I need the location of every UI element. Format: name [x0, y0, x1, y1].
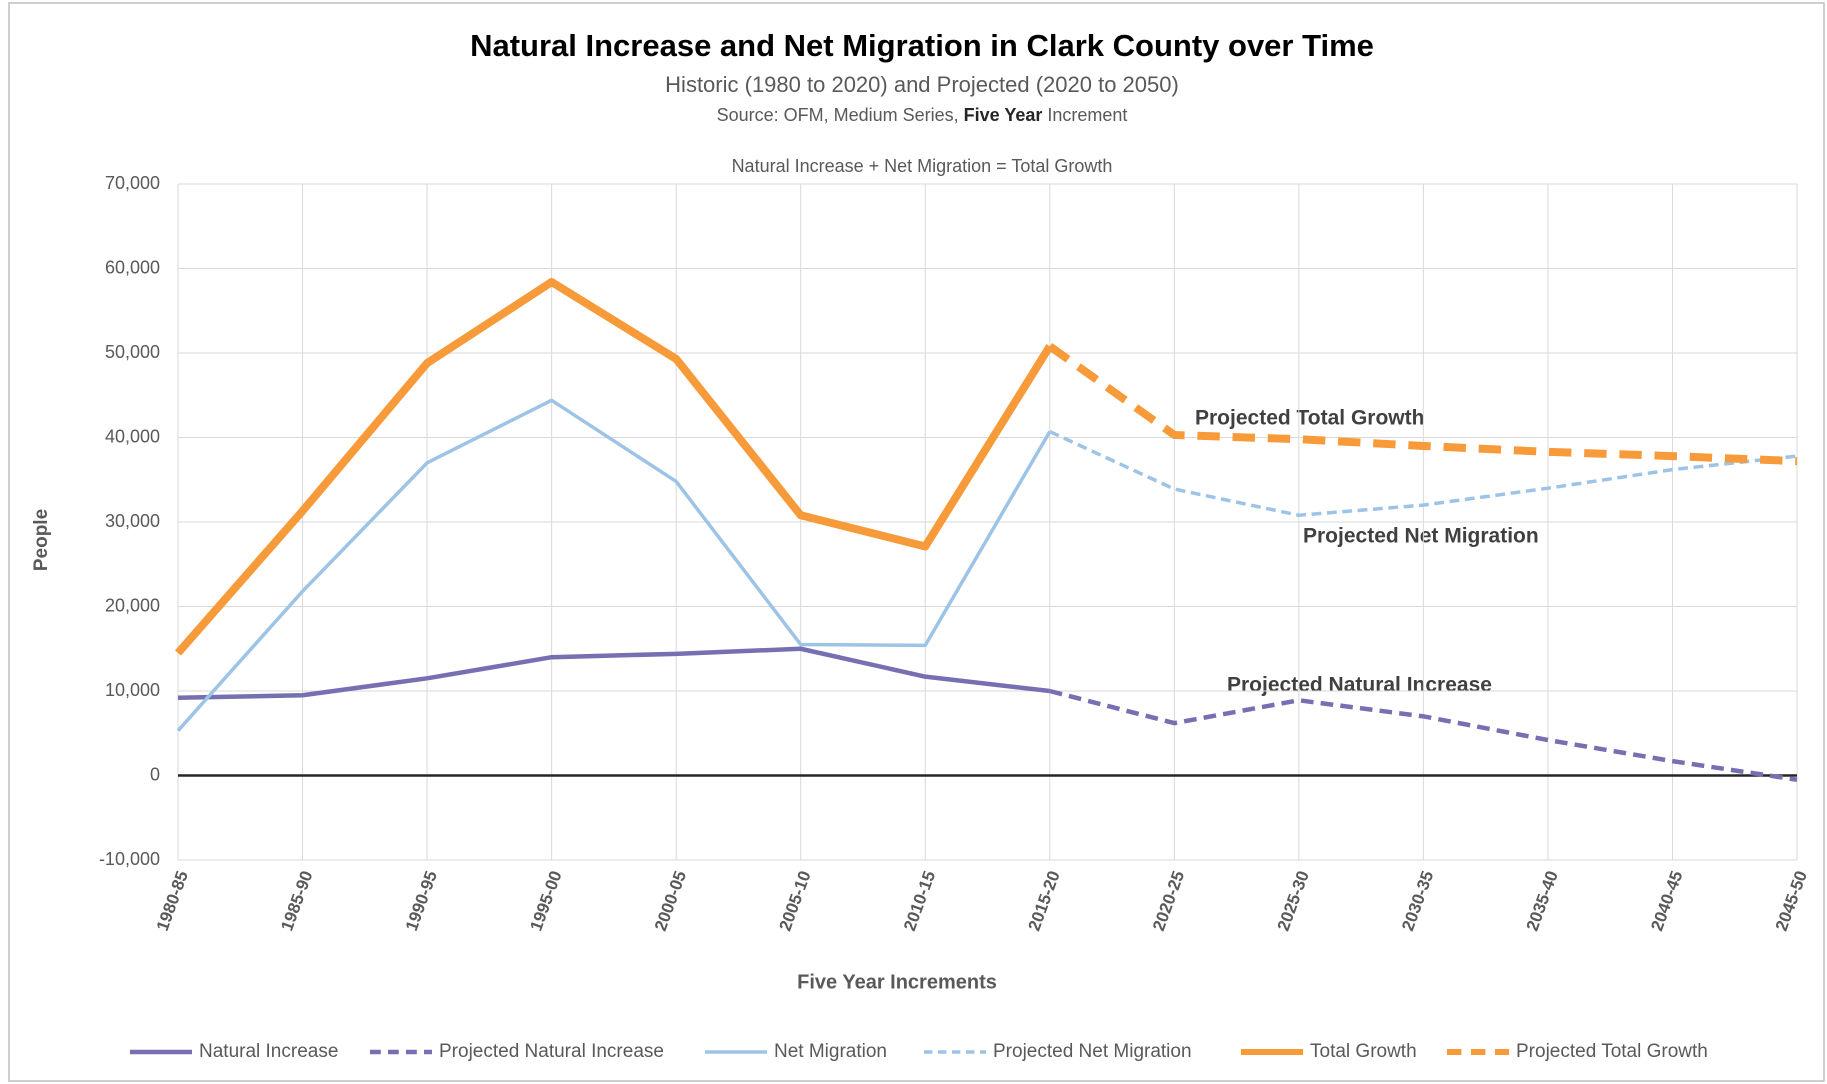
legend-label: Natural Increase	[199, 1041, 338, 1062]
annotation: Projected Total Growth	[1195, 407, 1424, 430]
y-tick-label: 70,000	[105, 173, 160, 193]
annotation: Projected Natural Increase	[1227, 674, 1492, 697]
series-line	[176, 398, 1052, 732]
y-tick-label: 10,000	[105, 680, 160, 700]
legend-label: Total Growth	[1310, 1041, 1417, 1062]
y-tick-label: -10,000	[99, 849, 160, 869]
chart-title: Natural Increase and Net Migration in Cl…	[470, 28, 1374, 63]
chart-source: Source: OFM, Medium Series, Five Year In…	[717, 105, 1128, 125]
legend-label: Projected Natural Increase	[439, 1041, 664, 1062]
y-tick-label: 60,000	[105, 257, 160, 277]
series-line	[174, 278, 1054, 656]
y-tick-label: 40,000	[105, 426, 160, 446]
legend-label: Projected Total Growth	[1516, 1041, 1708, 1062]
series-line	[177, 646, 1051, 701]
source-bold: Five Year	[964, 105, 1043, 125]
series-line	[1049, 429, 1798, 517]
y-tick-label: 30,000	[105, 511, 160, 531]
y-tick-label: 20,000	[105, 595, 160, 615]
source-text: Increment	[1042, 105, 1127, 125]
legend-label: Projected Net Migration	[993, 1041, 1192, 1062]
y-tick-label: 50,000	[105, 342, 160, 362]
series-line	[1047, 342, 1798, 466]
y-axis-title: People	[31, 509, 52, 571]
legend-label: Net Migration	[774, 1041, 887, 1062]
chart-subtitle: Historic (1980 to 2020) and Projected (2…	[665, 72, 1179, 97]
annotation: Projected Net Migration	[1303, 525, 1539, 548]
annotation: Natural Increase + Net Migration = Total…	[732, 156, 1113, 176]
series-line	[1049, 688, 1798, 782]
source-text: Source: OFM, Medium Series,	[717, 105, 964, 125]
y-tick-label: 0	[150, 764, 160, 784]
x-axis-title: Five Year Increments	[797, 971, 997, 993]
